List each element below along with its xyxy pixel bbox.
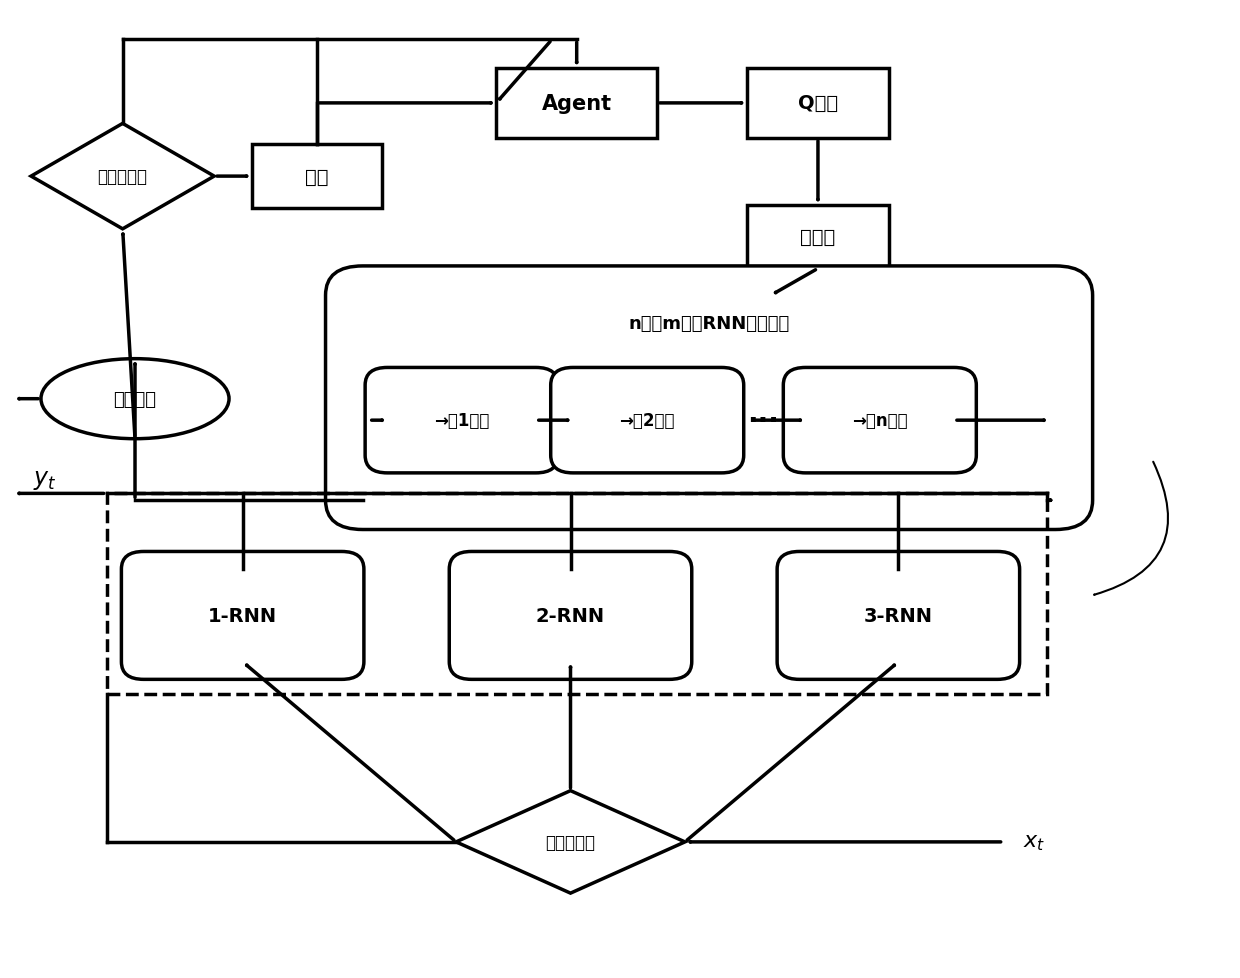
Text: 1-RNN: 1-RNN bbox=[208, 606, 278, 625]
FancyBboxPatch shape bbox=[449, 552, 692, 680]
Text: 趋势识别器: 趋势识别器 bbox=[98, 168, 148, 186]
FancyBboxPatch shape bbox=[326, 267, 1092, 530]
Text: $y_t$: $y_t$ bbox=[33, 467, 57, 491]
FancyBboxPatch shape bbox=[365, 368, 558, 473]
Text: Q值表: Q值表 bbox=[797, 94, 838, 113]
Text: 动作集: 动作集 bbox=[800, 228, 836, 246]
Text: ···: ··· bbox=[748, 407, 780, 434]
Text: 趋势识别器: 趋势识别器 bbox=[546, 833, 595, 851]
FancyBboxPatch shape bbox=[496, 68, 657, 139]
Text: $x_t$: $x_t$ bbox=[1023, 832, 1045, 852]
Polygon shape bbox=[31, 124, 215, 230]
Text: 奖励: 奖励 bbox=[305, 167, 329, 187]
FancyBboxPatch shape bbox=[784, 368, 976, 473]
Text: Agent: Agent bbox=[542, 94, 611, 113]
Text: 环境输出: 环境输出 bbox=[114, 390, 156, 408]
Text: →第2隐层: →第2隐层 bbox=[620, 412, 675, 429]
Text: 3-RNN: 3-RNN bbox=[864, 606, 932, 625]
FancyBboxPatch shape bbox=[777, 552, 1019, 680]
FancyBboxPatch shape bbox=[122, 552, 363, 680]
Text: →第1隐层: →第1隐层 bbox=[434, 412, 490, 429]
FancyBboxPatch shape bbox=[746, 68, 889, 139]
Polygon shape bbox=[456, 791, 684, 893]
FancyBboxPatch shape bbox=[252, 146, 382, 208]
Text: n隐层m节点RNN（环境）: n隐层m节点RNN（环境） bbox=[629, 314, 790, 333]
Text: 2-RNN: 2-RNN bbox=[536, 606, 605, 625]
Text: →第n隐层: →第n隐层 bbox=[852, 412, 908, 429]
FancyBboxPatch shape bbox=[746, 205, 889, 269]
Ellipse shape bbox=[41, 359, 229, 439]
FancyBboxPatch shape bbox=[551, 368, 744, 473]
